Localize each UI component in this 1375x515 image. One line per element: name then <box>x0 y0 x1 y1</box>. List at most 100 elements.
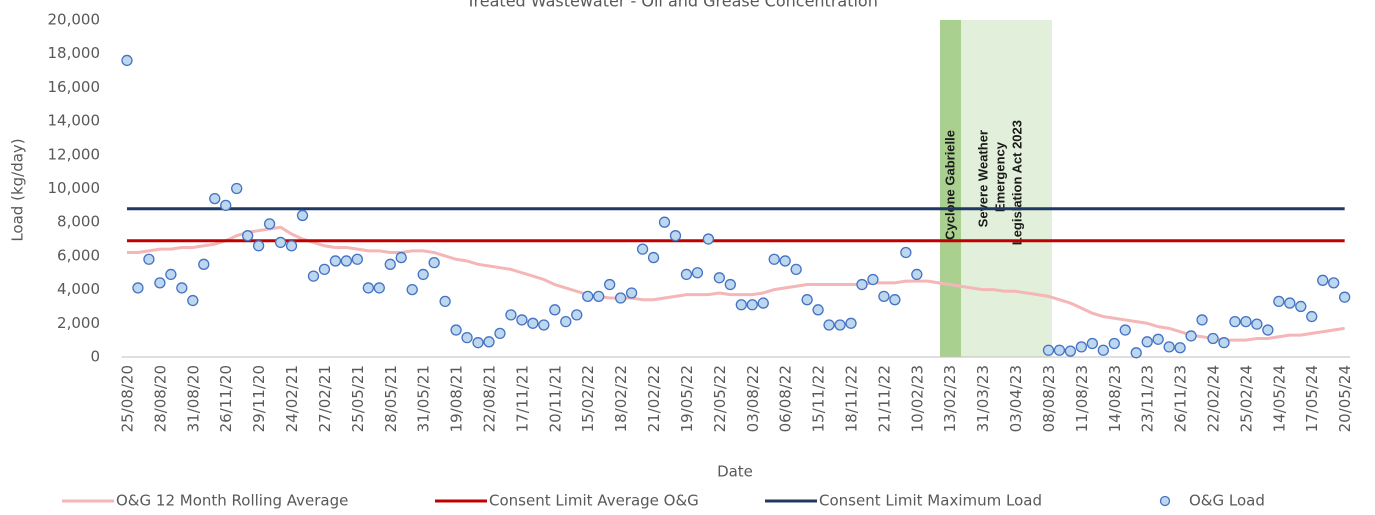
annotation: Cyclone Gabrielle <box>942 130 957 240</box>
x-tick-label: 31/03/23 <box>974 365 992 432</box>
data-point <box>1141 336 1153 348</box>
data-point <box>1053 344 1066 356</box>
data-point <box>472 337 484 349</box>
data-point <box>812 304 824 316</box>
x-tick-label: 17/05/24 <box>1303 365 1321 432</box>
data-point <box>911 268 923 281</box>
data-point <box>505 309 517 321</box>
data-point <box>669 230 682 242</box>
data-point <box>252 240 265 252</box>
data-point <box>823 319 835 331</box>
data-point <box>1207 332 1219 345</box>
x-tick-label: 31/08/20 <box>184 365 202 432</box>
data-point <box>735 299 747 311</box>
data-point <box>1273 295 1285 308</box>
data-point <box>867 273 879 286</box>
chart-title: Treated Wastewater - Oil and Grease Conc… <box>465 0 878 11</box>
data-point <box>593 290 605 302</box>
data-point <box>176 282 188 294</box>
x-axis-label: Date <box>717 463 753 481</box>
data-point <box>209 192 221 205</box>
data-point <box>1251 318 1263 330</box>
x-tick-label: 19/08/21 <box>448 365 466 432</box>
data-point <box>1218 337 1230 349</box>
data-point <box>1185 330 1197 342</box>
data-point <box>439 295 451 308</box>
data-point <box>1196 314 1208 326</box>
x-tick-label: 15/02/22 <box>579 365 597 432</box>
data-point <box>461 331 473 344</box>
annotation: Emergency <box>992 141 1007 212</box>
data-point <box>625 287 638 299</box>
x-tick-label: 20/05/24 <box>1336 365 1354 432</box>
x-tick-label: 22/05/22 <box>711 365 729 432</box>
x-tick-label: 22/08/21 <box>480 365 498 432</box>
data-point <box>384 258 396 270</box>
x-tick-label: 21/02/22 <box>645 365 663 432</box>
data-point <box>132 282 144 294</box>
y-axis-label: Load (kg/day) <box>9 138 27 241</box>
data-point <box>527 317 539 329</box>
data-point <box>1152 333 1164 345</box>
data-point <box>121 54 133 67</box>
data-point <box>395 251 407 264</box>
data-point <box>1130 347 1142 359</box>
x-tick-label: 03/08/22 <box>744 365 762 432</box>
data-point <box>1075 341 1088 353</box>
x-tick-label: 19/05/22 <box>678 365 696 432</box>
x-tick-label: 28/05/21 <box>382 365 400 432</box>
data-point <box>351 253 364 265</box>
data-point <box>746 299 758 311</box>
legend-label: Consent Limit Average O&G <box>489 492 699 510</box>
y-tick-label: 4,000 <box>57 280 100 298</box>
cyclone-band <box>940 20 961 357</box>
y-tick-label: 2,000 <box>57 314 100 332</box>
y-tick-label: 10,000 <box>48 179 101 197</box>
data-point <box>1328 277 1340 289</box>
data-point <box>220 199 232 212</box>
y-tick-label: 18,000 <box>48 44 101 62</box>
data-point <box>1262 324 1274 336</box>
data-point <box>724 278 736 291</box>
data-point <box>307 270 320 282</box>
data-point <box>560 315 572 328</box>
x-tick-label: 10/02/23 <box>908 365 926 432</box>
data-point <box>900 246 912 259</box>
data-point <box>1108 337 1120 350</box>
data-point <box>450 324 462 336</box>
x-tick-label: 11/08/23 <box>1073 365 1091 432</box>
data-point <box>362 282 374 294</box>
data-point <box>296 209 309 222</box>
x-tick-label: 08/08/23 <box>1040 365 1058 432</box>
data-point <box>285 240 298 252</box>
x-tick-label: 13/02/23 <box>941 365 959 432</box>
x-tick-label: 26/11/20 <box>217 365 235 432</box>
data-point <box>691 267 704 279</box>
data-point <box>483 336 495 348</box>
x-tick-label: 29/11/20 <box>250 365 268 432</box>
data-point <box>790 263 802 276</box>
x-tick-label: 20/11/21 <box>546 365 564 432</box>
data-point <box>154 277 166 289</box>
data-point <box>658 216 671 228</box>
data-point <box>1295 300 1307 313</box>
y-tick-label: 0 <box>90 348 100 366</box>
x-tick-label: 22/02/24 <box>1205 365 1223 432</box>
data-point <box>713 272 726 284</box>
data-point <box>1229 315 1241 328</box>
x-tick-label: 24/02/21 <box>283 365 301 432</box>
data-point <box>1097 344 1109 356</box>
emergency-band <box>961 20 1052 357</box>
y-tick-label: 20,000 <box>48 11 101 29</box>
x-tick-label: 26/11/23 <box>1172 365 1190 432</box>
data-point <box>1240 315 1252 328</box>
data-point <box>274 236 287 249</box>
legend-label: Consent Limit Maximum Load <box>819 492 1042 510</box>
data-point <box>187 294 199 307</box>
data-point <box>1306 310 1318 323</box>
data-point <box>614 292 627 304</box>
data-point <box>878 290 890 302</box>
data-point <box>1284 297 1296 309</box>
x-tick-label: 15/11/22 <box>810 365 828 432</box>
